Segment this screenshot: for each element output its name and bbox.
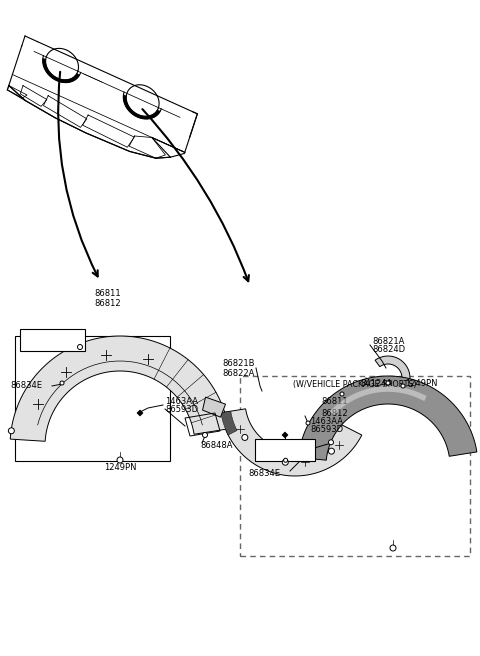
Text: 86812: 86812	[95, 298, 121, 308]
Text: (W/VEHICLE PACKAGE-SPORTS): (W/VEHICLE PACKAGE-SPORTS)	[293, 380, 417, 390]
FancyBboxPatch shape	[255, 439, 315, 461]
Text: 86834E: 86834E	[10, 382, 42, 390]
Text: 1249PN: 1249PN	[104, 464, 136, 472]
Circle shape	[60, 381, 64, 385]
Text: 86593D: 86593D	[310, 426, 343, 434]
Circle shape	[386, 381, 390, 385]
Text: 86593D: 86593D	[165, 405, 198, 415]
Text: 86848A: 86848A	[200, 441, 232, 451]
Polygon shape	[221, 409, 362, 476]
Text: 86822A: 86822A	[223, 369, 255, 377]
Text: 86812: 86812	[322, 409, 348, 417]
Circle shape	[328, 440, 334, 445]
Text: 86811: 86811	[322, 398, 348, 407]
Text: 1416BA: 1416BA	[269, 445, 301, 455]
Polygon shape	[221, 411, 237, 435]
Circle shape	[340, 392, 344, 396]
FancyBboxPatch shape	[20, 329, 85, 351]
Circle shape	[242, 434, 248, 440]
Polygon shape	[375, 356, 410, 396]
Polygon shape	[203, 397, 226, 417]
Text: 86821B: 86821B	[223, 359, 255, 369]
Circle shape	[306, 421, 310, 425]
Text: 1031AA: 1031AA	[282, 441, 315, 451]
Circle shape	[117, 457, 123, 463]
Circle shape	[203, 432, 207, 438]
Text: 1416BA: 1416BA	[36, 335, 69, 344]
Polygon shape	[137, 410, 143, 416]
Polygon shape	[282, 432, 288, 438]
Circle shape	[390, 545, 396, 551]
Polygon shape	[123, 94, 160, 119]
Text: 86811: 86811	[95, 289, 121, 298]
Circle shape	[401, 384, 405, 388]
Circle shape	[284, 459, 288, 462]
Text: 1463AA: 1463AA	[165, 396, 198, 405]
Circle shape	[8, 428, 14, 434]
Polygon shape	[10, 336, 228, 441]
Polygon shape	[43, 58, 80, 83]
Text: 1463AA: 1463AA	[310, 417, 343, 426]
Circle shape	[77, 344, 83, 350]
Text: 86821A: 86821A	[372, 337, 404, 346]
Polygon shape	[299, 376, 477, 460]
Text: 84124A: 84124A	[360, 379, 392, 388]
Text: 86824D: 86824D	[372, 346, 405, 354]
Text: 1249PN: 1249PN	[405, 380, 437, 388]
Circle shape	[282, 459, 288, 465]
Text: 86834E: 86834E	[248, 470, 280, 478]
FancyBboxPatch shape	[240, 376, 470, 556]
Circle shape	[328, 448, 335, 454]
